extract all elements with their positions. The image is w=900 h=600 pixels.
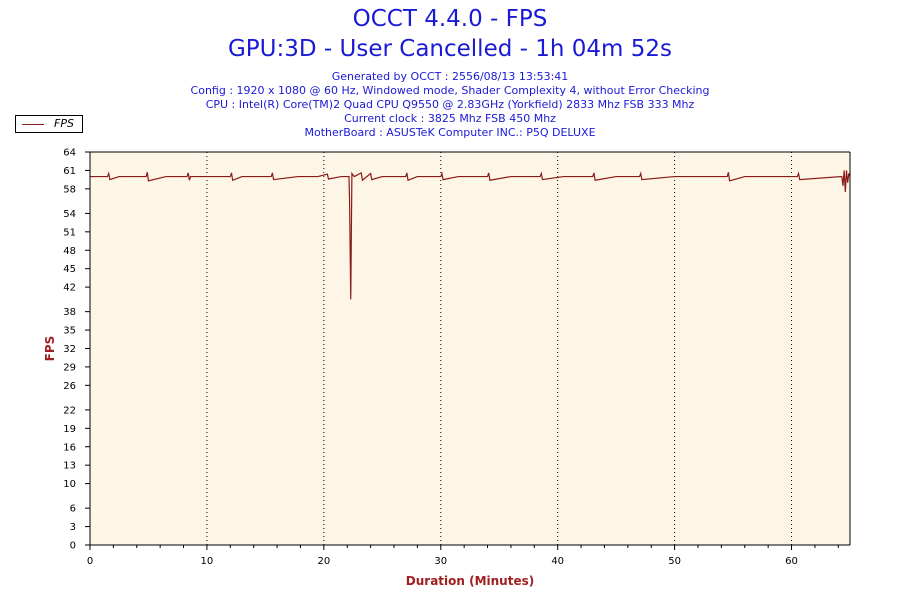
- x-tick-label: 50: [668, 556, 681, 567]
- x-tick-label: 40: [551, 556, 564, 567]
- legend-swatch: [22, 124, 44, 125]
- chart-title: OCCT 4.4.0 - FPS: [352, 6, 548, 32]
- legend-label: FPS: [54, 117, 74, 130]
- x-tick-label: 0: [87, 556, 93, 567]
- y-tick-label: 35: [63, 326, 76, 337]
- y-tick-label: 26: [63, 381, 76, 392]
- chart-subtitle: GPU:3D - User Cancelled - 1h 04m 52s: [227, 36, 672, 62]
- axis-ticks: 0 10 20 30 40 50 60 0 3 6 10 13 16 19 22 26 29 32 35 38 42 45…: [63, 148, 839, 567]
- y-tick-label: 22: [63, 405, 76, 416]
- plot-area: [90, 152, 850, 545]
- y-tick-label: 13: [63, 461, 76, 472]
- info-motherboard: MotherBoard : ASUSTeK Computer INC.: P5Q…: [304, 126, 596, 139]
- y-tick-label: 0: [70, 541, 76, 552]
- y-tick-label: 10: [63, 479, 76, 490]
- y-tick-label: 51: [63, 227, 76, 238]
- x-tick-label: 20: [317, 556, 330, 567]
- info-config: Config : 1920 x 1080 @ 60 Hz, Windowed m…: [190, 84, 710, 97]
- info-generated: Generated by OCCT : 2556/08/13 13:53:41: [331, 70, 569, 83]
- x-tick-label: 10: [201, 556, 214, 567]
- y-axis-label: FPS: [43, 336, 57, 362]
- axes: [89, 151, 851, 546]
- y-tick-label: 6: [70, 504, 76, 515]
- y-tick-label: 16: [63, 442, 76, 453]
- y-tick-label: 61: [63, 166, 76, 177]
- y-tick-label: 3: [70, 522, 76, 533]
- x-axis-label: Duration (Minutes): [406, 574, 534, 588]
- y-tick-label: 48: [63, 246, 76, 257]
- y-tick-label: 38: [63, 307, 76, 318]
- fps-series-line: [90, 170, 851, 300]
- y-tick-label: 19: [63, 424, 76, 435]
- y-tick-label: 42: [63, 283, 76, 294]
- y-tick-label: 45: [63, 264, 76, 275]
- y-tick-label: 54: [63, 209, 76, 220]
- y-tick-label: 64: [63, 148, 76, 159]
- info-cpu: CPU : Intel(R) Core(TM)2 Quad CPU Q9550 …: [205, 98, 695, 111]
- y-tick-label: 58: [63, 184, 76, 195]
- y-tick-label: 32: [63, 344, 76, 355]
- legend: FPS: [15, 115, 83, 133]
- x-tick-label: 60: [785, 556, 798, 567]
- info-clock: Current clock : 3825 Mhz FSB 450 Mhz: [344, 112, 556, 125]
- x-tick-label: 30: [434, 556, 447, 567]
- series-group: [90, 170, 851, 300]
- y-tick-label: 29: [63, 362, 76, 373]
- grid-lines: [206, 152, 793, 545]
